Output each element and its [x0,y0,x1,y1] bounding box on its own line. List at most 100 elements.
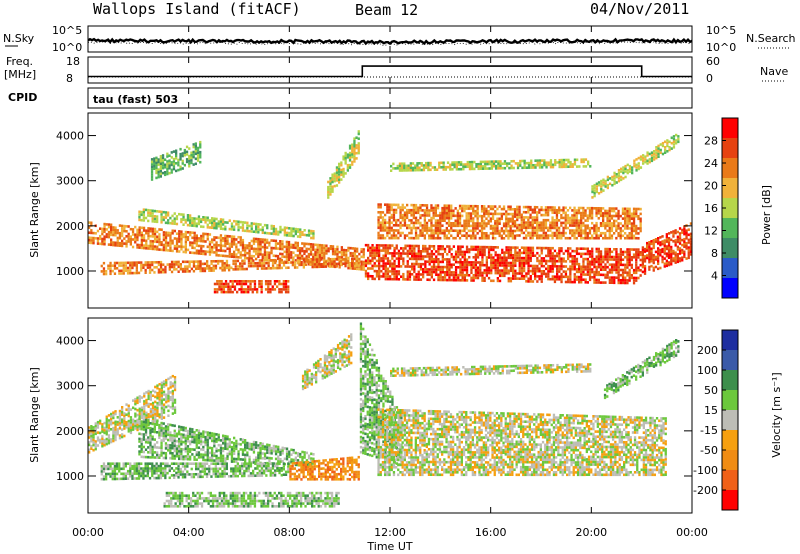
heatmap-cell-band-0 [114,226,117,229]
heatmap-cell-band-6 [476,256,480,259]
heatmap-cell-band-6 [485,271,488,275]
heatmap-cell-band-6 [520,251,524,255]
heatmap-cell-band-7 [610,224,614,228]
heatmap-cell-band-8 [554,163,557,167]
heatmap-cell-band-6 [380,264,383,268]
heatmap-cell-band-0 [250,239,253,243]
heatmap-cell-band-10 [652,266,655,270]
heatmap-cell-band-2 [296,228,300,231]
heatmap-cell-band-2 [230,222,234,225]
heatmap-cell-band-2 [283,233,286,237]
heatmap-cell-band-0 [208,253,212,256]
heatmap-cell-band-0 [110,223,113,227]
heatmap-cell-band-6 [593,270,596,274]
heatmap-cell-band-9 [661,141,665,145]
heatmap-cell-band-6 [382,244,385,247]
heatmap-cell-band-6 [380,249,383,252]
heatmap-cell-band-0 [142,239,146,242]
heatmap-cell-band-7 [423,224,426,227]
heatmap-cell-band-1 [252,259,255,262]
heatmap-cell-band-7 [608,236,611,240]
heatmap-cell-band-4 [269,282,272,286]
heatmap-cell-band-7 [399,213,402,217]
heatmap-cell-band-6 [595,250,598,253]
heatmap-cell-band-6 [632,271,636,275]
heatmap-cell-band-0 [197,239,201,243]
heatmap-cell-band-10 [678,257,682,260]
heatmap-cell-band-7 [540,236,543,240]
heatmap-cell-band-7 [379,221,382,224]
heatmap-cell-band-7 [632,222,636,225]
heatmap-cell-band-6 [520,264,524,268]
heatmap-cell-band-6 [479,274,482,277]
heatmap-cell-band-8 [530,161,533,165]
heatmap-cell-band-6 [531,272,535,275]
heatmap-cell-band-7 [516,213,519,216]
heatmap-cell-band-2 [162,218,165,222]
heatmap-cell-band-8 [409,169,412,172]
heatmap-cell-band-6 [578,265,581,268]
heatmap-cell-band-9 [620,175,623,179]
heatmap-cell-band-2 [149,211,152,215]
heatmap-cell-band-0 [127,235,130,238]
heatmap-cell-band-4 [267,285,270,288]
heatmap-cell-band-0 [169,244,172,247]
heatmap-cell-band-7 [403,224,407,227]
heatmap-cell-band-7 [560,221,563,225]
heatmap-cell-band-7 [529,236,532,240]
heatmap-cell-band-7 [571,214,574,217]
heatmap-cell-band-8 [438,161,441,165]
heatmap-cell-band-10 [667,246,671,250]
heatmap-cell-band-7 [432,234,435,237]
heatmap-cell-band-5 [351,148,354,151]
heatmap-cell-band-7 [434,209,437,212]
heatmap-cell-band-0 [101,430,104,433]
heatmap-cell-band-6 [483,263,486,267]
heatmap-cell-band-6 [520,246,524,249]
heatmap-cell-band-0 [138,228,141,232]
heatmap-cell-band-0 [103,230,106,233]
heatmap-cell-band-6 [558,278,561,281]
heatmap-cell-band-2 [182,215,185,219]
heatmap-cell-band-7 [509,227,512,230]
heatmap-cell-band-8 [451,168,454,171]
heatmap-cell-band-7 [485,217,488,220]
heatmap-cell-band-1 [129,271,132,275]
heatmap-cell-band-7 [430,234,433,237]
heatmap-cell-band-7 [419,229,422,232]
heatmap-cell-band-0 [94,442,97,446]
heatmap-cell-band-0 [230,255,234,258]
heatmap-cell-band-6 [441,260,444,264]
heatmap-cell-band-6 [498,274,502,278]
heatmap-cell-band-0 [224,254,227,258]
heatmap-cell-band-1 [144,268,147,272]
heatmap-cell-band-6 [496,246,499,249]
heatmap-cell-band-1 [153,266,156,269]
heatmap-cell-band-8 [506,162,509,165]
heatmap-cell-band-7 [491,205,495,208]
heatmap-cell-band-8 [453,163,456,167]
heatmap-cell-band-10 [670,238,673,242]
heatmap-cell-band-7 [465,207,468,210]
heatmap-cell-band-8 [549,159,553,162]
heatmap-cell-band-0 [239,251,242,254]
heatmap-cell-band-6 [395,244,398,247]
heatmap-cell-band-0 [103,421,106,425]
heatmap-cell-band-7 [525,221,528,224]
heatmap-cell-band-7 [425,209,429,212]
heatmap-cell-band-6 [382,264,385,268]
heatmap-cell-band-5 [353,137,356,140]
heatmap-cell-band-7 [469,234,473,238]
heatmap-cell-band-1 [309,263,312,266]
heatmap-cell-band-7 [573,211,576,215]
heatmap-cell-band-10 [674,244,677,247]
heatmap-cell-band-6 [490,279,493,283]
heatmap-cell-band-7 [386,208,389,212]
heatmap-cell-band-0 [88,443,91,447]
heatmap-cell-band-7 [412,226,415,230]
heatmap-cell-band-8 [571,165,574,168]
heatmap-cell-band-8 [516,166,520,170]
heatmap-cell-band-6 [474,248,477,251]
power-heatmap [88,130,693,294]
heatmap-cell-band-6 [472,266,475,269]
